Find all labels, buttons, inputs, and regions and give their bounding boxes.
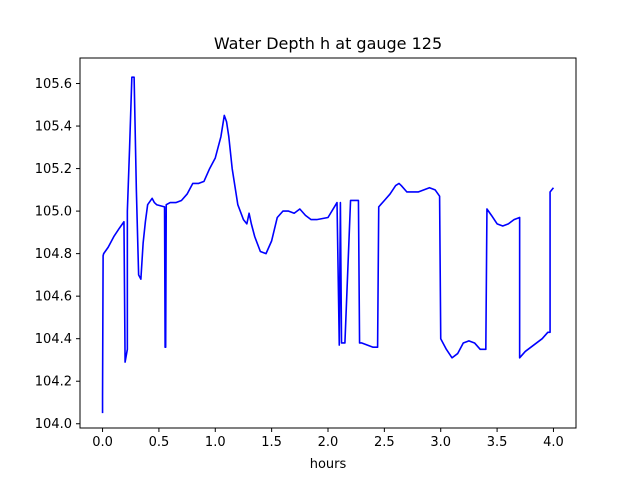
x-tick-label: 4.0 <box>543 435 564 450</box>
x-tick-label: 2.5 <box>374 435 395 450</box>
y-tick-label: 104.4 <box>35 332 72 347</box>
y-tick-label: 104.2 <box>35 375 72 390</box>
x-tick-label: 1.5 <box>261 435 282 450</box>
x-axis: 0.0 0.5 1.0 1.5 2.0 2.5 3.0 3.5 4.0 <box>92 428 564 450</box>
x-axis-label: hours <box>310 457 347 472</box>
x-tick-label: 2.0 <box>318 435 339 450</box>
y-tick-label: 105.4 <box>35 120 72 135</box>
y-tick-label: 104.8 <box>35 247 72 262</box>
chart-title: Water Depth h at gauge 125 <box>214 34 442 53</box>
x-tick-label: 0.5 <box>149 435 170 450</box>
y-axis: 104.0 104.2 104.4 104.6 104.8 105.0 105.2 105.4… <box>35 77 80 432</box>
x-tick-label: 0.0 <box>92 435 113 450</box>
y-tick-label: 105.0 <box>35 205 72 220</box>
y-tick-label: 105.2 <box>35 162 72 177</box>
y-tick-label: 104.6 <box>35 290 72 305</box>
x-tick-label: 1.0 <box>205 435 226 450</box>
series-line-water-depth <box>101 76 555 414</box>
y-tick-label: 105.6 <box>35 77 72 92</box>
x-tick-label: 3.5 <box>487 435 508 450</box>
x-tick-label: 3.0 <box>430 435 451 450</box>
y-tick-label: 104.0 <box>35 417 72 432</box>
